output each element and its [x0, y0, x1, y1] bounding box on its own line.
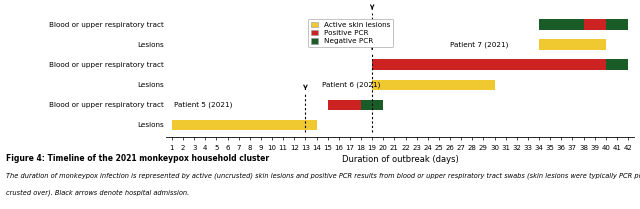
X-axis label: Duration of outbreak (days): Duration of outbreak (days)	[342, 155, 458, 164]
Bar	[361, 100, 383, 110]
Bar	[539, 40, 606, 50]
Text: Patient 5 (2021): Patient 5 (2021)	[174, 102, 232, 108]
Bar	[328, 100, 361, 110]
Text: Patient 6 (2021): Patient 6 (2021)	[322, 82, 381, 88]
Bar	[172, 120, 317, 130]
Text: Patient 7 (2021): Patient 7 (2021)	[450, 41, 508, 48]
Bar	[606, 60, 628, 70]
Bar	[372, 80, 495, 90]
Legend: Active skin lesions, Positive PCR, Negative PCR: Active skin lesions, Positive PCR, Negat…	[308, 19, 393, 47]
Bar	[606, 19, 628, 30]
Text: The duration of monkeypox infection is represented by active (uncrusted) skin le: The duration of monkeypox infection is r…	[6, 172, 640, 179]
Text: crusted over). Black arrows denote hospital admission.: crusted over). Black arrows denote hospi…	[6, 189, 189, 196]
Text: Figure 4: Timeline of the 2021 monkeypox household cluster: Figure 4: Timeline of the 2021 monkeypox…	[6, 154, 269, 163]
Bar	[539, 19, 584, 30]
Bar	[372, 60, 606, 70]
Bar	[584, 19, 606, 30]
